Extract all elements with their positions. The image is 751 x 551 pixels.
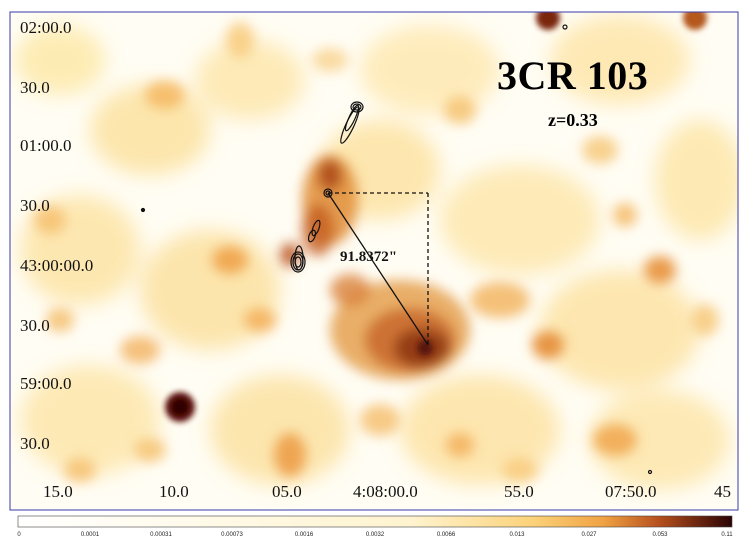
dec-label: 59:00.0	[20, 374, 72, 393]
dec-label: 30.0	[20, 196, 50, 215]
colorbar-tick: 0.00073	[221, 532, 243, 538]
source-title: 3CR 103	[497, 53, 649, 98]
redshift-label: z=0.33	[548, 110, 598, 130]
dec-label: 01:00.0	[20, 136, 72, 155]
ra-label: 55.0	[504, 482, 534, 501]
dec-label: 30.0	[20, 316, 50, 335]
ra-label: 07:50.0	[605, 482, 657, 501]
ra-label: 45	[714, 482, 731, 501]
radio-contours	[140, 24, 653, 475]
colorbar-tick: 0.013	[509, 532, 525, 538]
colorbar-tick: 0	[17, 532, 21, 538]
dec-label: 43:00:00.0	[20, 256, 94, 275]
dec-label: 30.0	[20, 78, 50, 97]
distance-measure	[327, 192, 429, 346]
colorbar	[17, 515, 733, 528]
colorbar-tick: 0.027	[581, 532, 597, 538]
colorbar-tick: 0.11	[721, 532, 733, 538]
dec-label: 30.0	[20, 434, 50, 453]
colorbar-tick: 0.00031	[150, 532, 172, 538]
colorbar-tick: 0.0001	[80, 532, 100, 538]
ra-label: 10.0	[159, 482, 189, 501]
dec-label: 02:00.0	[20, 18, 72, 37]
image-border	[9, 11, 739, 511]
ra-label: 05.0	[272, 482, 302, 501]
ra-label: 4:08:00.0	[353, 482, 418, 501]
colorbar-tick: 0.0032	[365, 532, 385, 538]
colorbar-tick: 0.0016	[294, 532, 314, 538]
diffuse-emission	[15, 12, 738, 490]
distance-label: 91.8372"	[340, 249, 398, 265]
ra-label: 15.0	[43, 482, 73, 501]
colorbar-tick: 0.0066	[436, 532, 456, 538]
colorbar-tick: 0.053	[652, 532, 668, 538]
